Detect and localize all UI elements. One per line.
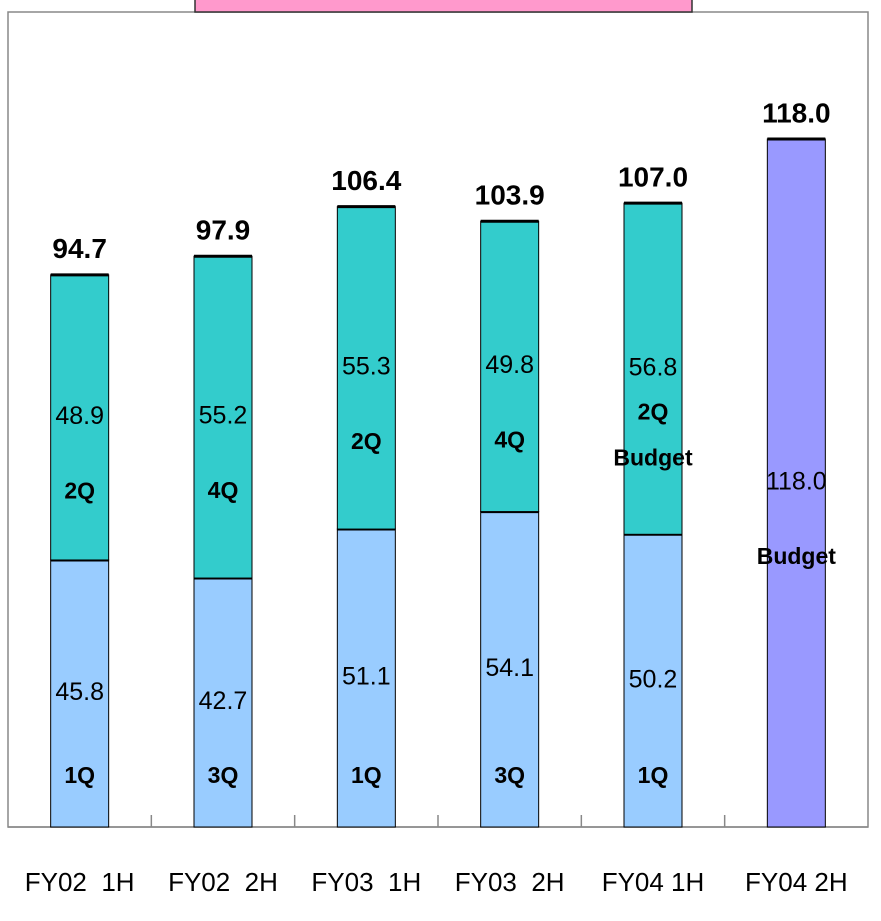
- bar-segment: [193, 577, 253, 828]
- segment-value-label: 48.9: [55, 402, 104, 430]
- bar-segment: [766, 138, 826, 828]
- total-label: 107.0: [618, 162, 688, 193]
- title-box: [194, 0, 693, 13]
- total-label: 94.7: [52, 233, 107, 264]
- total-label: 118.0: [762, 97, 831, 128]
- bar-segment: [623, 202, 683, 535]
- segment-label: 2Q: [351, 428, 382, 454]
- bar-segment: [50, 559, 110, 828]
- bar-segment: [480, 511, 540, 828]
- bar-segment: [336, 528, 396, 828]
- total-label: 97.9: [196, 215, 251, 246]
- x-tick-label: FY04 2H: [745, 867, 848, 897]
- plot-frame: [7, 11, 869, 828]
- segment-label: 3Q: [208, 762, 239, 788]
- bar-segment: [193, 255, 253, 579]
- x-tick-label: FY03 1H: [311, 867, 421, 897]
- x-tick-label: FY04 1H: [602, 867, 705, 897]
- segment-label: 1Q: [351, 762, 382, 788]
- segment-value-label: 118.0: [766, 468, 827, 496]
- segment-value-label: 45.8: [55, 678, 104, 706]
- segment-label: 2Q: [64, 477, 95, 503]
- segment-label: Budget: [757, 543, 837, 569]
- bar-segment: [50, 274, 110, 561]
- total-label: 106.4: [331, 165, 401, 196]
- total-label: 103.9: [475, 180, 545, 211]
- segment-label: 4Q: [494, 426, 525, 452]
- segment-value-label: 51.1: [342, 663, 391, 691]
- segment-value-label: 56.8: [629, 353, 678, 381]
- bar-segment: [480, 220, 540, 513]
- segment-value-label: 55.2: [199, 402, 248, 430]
- segment-label: 1Q: [64, 762, 95, 788]
- segment-label: 1Q: [638, 762, 669, 788]
- bar-segment: [623, 533, 683, 828]
- segment-label: 4Q: [208, 477, 239, 503]
- segment-value-label: 54.1: [485, 654, 534, 682]
- segment-value-label: 49.8: [485, 351, 534, 379]
- segment-value-label: 55.3: [342, 352, 391, 380]
- segment-label: 2Q Budget: [613, 399, 693, 471]
- x-tick-label: FY02 2H: [168, 867, 278, 897]
- segment-value-label: 50.2: [629, 665, 678, 693]
- x-tick-label: FY03 2H: [455, 867, 565, 897]
- segment-value-label: 42.7: [199, 687, 248, 715]
- x-tick-label: FY02 1H: [25, 867, 135, 897]
- segment-label: 3Q: [494, 762, 525, 788]
